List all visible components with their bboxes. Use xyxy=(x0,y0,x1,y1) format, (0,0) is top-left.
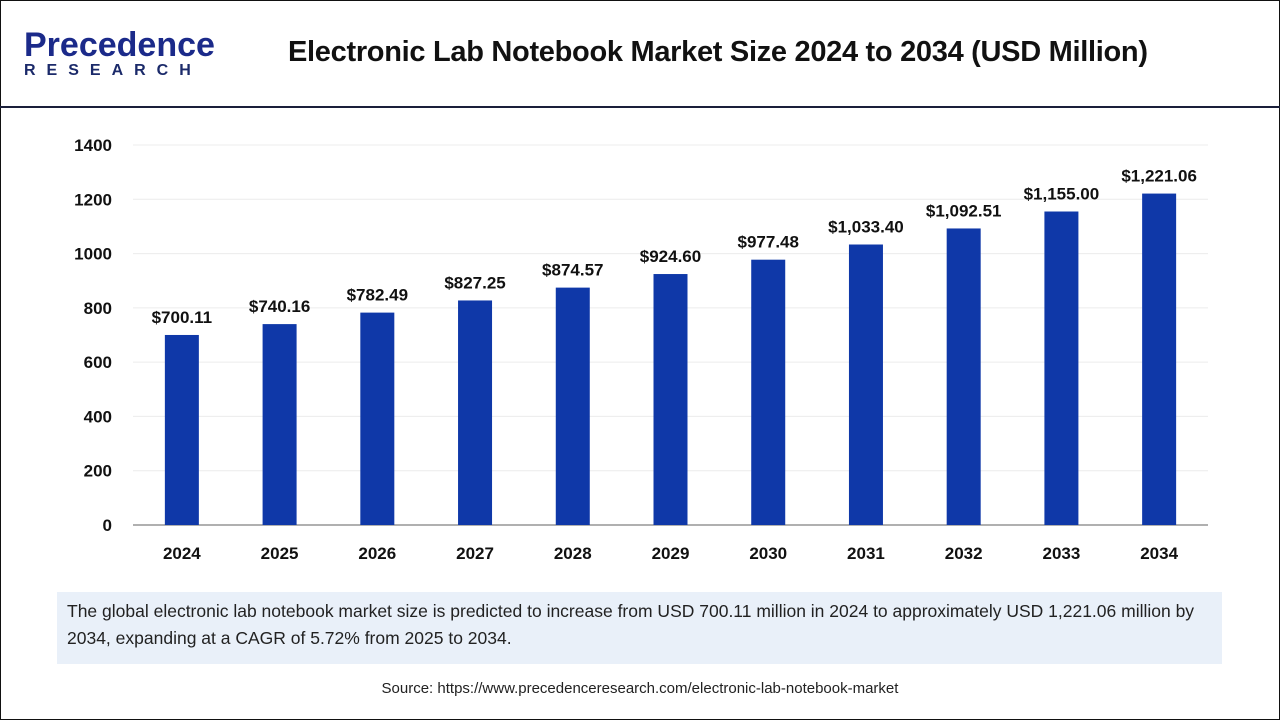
bar-2031 xyxy=(848,244,883,525)
y-tick-label: 600 xyxy=(84,353,112,372)
bar-2033 xyxy=(1044,211,1079,525)
chart-title: Electronic Lab Notebook Market Size 2024… xyxy=(288,36,1148,68)
bar-2029 xyxy=(653,274,688,525)
x-tick-label: 2025 xyxy=(261,544,299,563)
data-label: $782.49 xyxy=(347,286,408,305)
data-label: $1,033.40 xyxy=(828,218,904,237)
data-label: $924.60 xyxy=(640,247,701,266)
x-tick-label: 2029 xyxy=(652,544,690,563)
y-tick-label: 0 xyxy=(103,516,112,535)
y-tick-label: 1000 xyxy=(74,245,112,264)
source-text: Source: https://www.precedenceresearch.c… xyxy=(381,680,899,697)
data-label: $874.57 xyxy=(542,261,603,280)
y-tick-label: 1200 xyxy=(74,190,112,209)
y-tick-label: 200 xyxy=(84,462,112,481)
logo-subtitle: RESEARCH xyxy=(24,62,202,79)
precedence-research-logo: Precedence RESEARCH xyxy=(24,28,215,80)
bar-2034 xyxy=(1142,193,1177,525)
x-tick-label: 2024 xyxy=(163,544,201,563)
x-tick-label: 2030 xyxy=(749,544,787,563)
bar-2028 xyxy=(555,287,590,525)
x-tick-label: 2028 xyxy=(554,544,592,563)
x-tick-label: 2032 xyxy=(945,544,983,563)
bar-2025 xyxy=(262,324,297,525)
data-label: $700.11 xyxy=(152,308,213,327)
x-tick-label: 2033 xyxy=(1042,544,1080,563)
y-tick-label: 1400 xyxy=(74,136,112,155)
x-tick-label: 2026 xyxy=(358,544,396,563)
x-tick-label: 2031 xyxy=(847,544,885,563)
data-label: $1,221.06 xyxy=(1121,167,1197,186)
bar-2030 xyxy=(751,259,786,525)
y-tick-label: 800 xyxy=(84,299,112,318)
bar-2032 xyxy=(946,228,981,525)
header: Precedence RESEARCH Electronic Lab Noteb… xyxy=(0,0,1280,108)
bar-2026 xyxy=(360,312,395,525)
description-box: The global electronic lab notebook marke… xyxy=(57,592,1222,664)
data-label: $1,092.51 xyxy=(926,201,1002,220)
x-tick-label: 2027 xyxy=(456,544,494,563)
y-tick-label: 400 xyxy=(84,407,112,426)
bar-2027 xyxy=(458,300,493,525)
x-tick-label: 2034 xyxy=(1140,544,1178,563)
data-label: $977.48 xyxy=(738,233,799,252)
data-label: $740.16 xyxy=(249,297,310,316)
data-label: $827.25 xyxy=(444,273,505,292)
data-label: $1,155.00 xyxy=(1024,185,1100,204)
bar-2024 xyxy=(164,334,199,525)
logo-wordmark: Precedence xyxy=(24,26,215,64)
